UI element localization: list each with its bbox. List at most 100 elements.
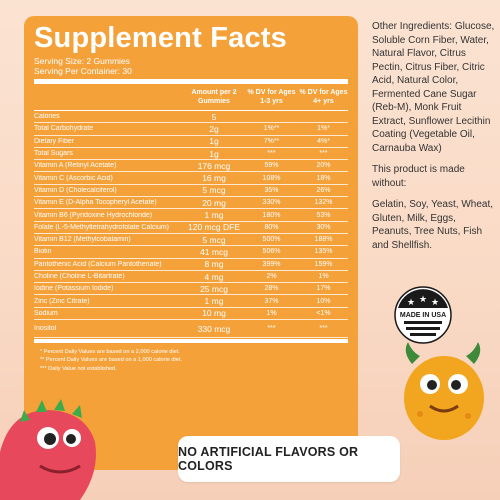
nutrient-name: Vitamin E (D-Alpha Tocopheryl Acetate) [34, 199, 157, 207]
amount-cell: 10 mg [202, 308, 226, 319]
made-in-usa-badge: ★ ★ ★ MADE IN USA [394, 286, 452, 344]
dv-4plus-cell: *** [319, 325, 328, 333]
table-row: Choline (Choline L-Bitartrate) 4 mg 2% 1% [34, 271, 348, 284]
dv-1-3-cell: 506% [262, 248, 281, 256]
dv-4plus-cell: 135% [314, 248, 333, 256]
amount-cell: 1g [209, 136, 219, 147]
table-row: Zinc (Zinc Citrate) 1 mg 37% 10% [34, 295, 348, 308]
table-row: Biotin 41 mcg 506% 135% [34, 246, 348, 259]
thick-rule [34, 79, 348, 84]
amount-cell: 5 mcg [202, 234, 226, 245]
dv-4plus-cell: 20% [316, 162, 331, 170]
table-row: Folate (L-5-Methyltetrahydrofolate Calci… [34, 222, 348, 234]
dv-1-3-cell: 7%** [263, 137, 280, 145]
dv-4plus-cell: <1% [316, 309, 331, 317]
amount-cell: 41 mcg [200, 246, 228, 257]
dv-4plus-cell: 10% [316, 297, 331, 305]
nutrient-name: Vitamin B6 (Pyridoxine Hydrochloride) [34, 211, 153, 219]
dv-1-3-cell: 35% [264, 186, 279, 194]
amount-cell: 176 mcg [197, 160, 231, 171]
facts-header-row: Amount per 2 Gummies % DV for Ages 1-3 y… [34, 86, 348, 110]
dv-1-3-cell: 37% [264, 297, 279, 305]
dv-4plus-cell: 188% [314, 236, 333, 244]
dv-1-3-cell: 28% [264, 285, 279, 293]
dv-1-3-cell: *** [267, 325, 276, 333]
amount-cell: 120 mcg DFE [188, 222, 240, 233]
dv-4plus-cell: 159% [314, 260, 333, 268]
amount-cell: 5 [211, 111, 217, 122]
header-amount: Amount per 2 Gummies [191, 89, 237, 105]
footnote: *** Daily Value not established. [40, 365, 117, 372]
table-row: Vitamin B6 (Pyridoxine Hydrochloride) 1 m… [34, 209, 348, 222]
amount-cell: 20 mg [202, 197, 226, 208]
facts-rows: Calories 5 Total Carbohydrate 2g 1%** 1%* Diet… [34, 110, 348, 339]
dv-4plus-cell: 26% [316, 186, 331, 194]
nutrient-name: Biotin [34, 248, 52, 256]
table-row: Total Sugars 1g *** *** [34, 148, 348, 161]
dv-1-3-cell: *** [267, 150, 276, 158]
nutrient-name: Dietary Fiber [34, 137, 75, 145]
ingredients-column: Other Ingredients: Glucose, Soluble Corn… [372, 20, 496, 252]
dv-4plus-cell: *** [319, 150, 328, 158]
nutrient-name: Vitamin A (Retinyl Acetate) [34, 162, 117, 170]
amount-cell: 16 mg [202, 173, 226, 184]
serving-size: Serving Size: 2 Gummies [34, 56, 130, 66]
dv-4plus-cell: 18% [316, 174, 331, 182]
bottom-rule [34, 339, 348, 344]
table-row: Vitamin C (Ascorbic Acid) 16 mg 108% 18% [34, 172, 348, 185]
table-row: Inositol 330 mcg *** *** [34, 320, 348, 339]
amount-cell: 2g [209, 123, 219, 134]
no-artificial-banner: NO ARTIFICIAL FLAVORS OR COLORS [178, 436, 400, 482]
nutrient-name: Zinc (Zinc Citrate) [34, 297, 90, 305]
red-dinosaur-mascot [0, 399, 96, 500]
amount-cell: 8 mg [204, 259, 224, 270]
nutrient-name: Sodium [34, 309, 58, 317]
amount-cell: 1 mg [204, 210, 224, 221]
table-row: Vitamin E (D-Alpha Tocopheryl Acetate) 20… [34, 197, 348, 210]
footnote: * Percent Daily Values are based on a 2,… [40, 349, 180, 356]
banner-text: NO ARTIFICIAL FLAVORS OR COLORS [178, 445, 359, 473]
header-dv-4plus: % DV for Ages 4+ yrs [299, 89, 348, 105]
supplement-facts-panel: Supplement Facts Serving Size: 2 Gummies… [24, 16, 358, 470]
table-row: Dietary Fiber 1g 7%** 4%* [34, 136, 348, 148]
svg-text:★: ★ [419, 295, 427, 305]
dv-4plus-cell: 53% [316, 211, 331, 219]
amount-cell: 25 mcg [200, 283, 228, 294]
servings-per-container: Serving Per Container: 30 [34, 66, 132, 76]
dv-1-3-cell: 2% [266, 273, 277, 280]
dv-4plus-cell: 4%* [317, 137, 330, 145]
dv-1-3-cell: 1%** [263, 125, 280, 133]
other-ingredients: Other Ingredients: Glucose, Soluble Corn… [372, 21, 495, 154]
nutrient-name: Folate (L-5-Methyltetrahydrofolate Calci… [34, 223, 169, 231]
made-without-list: Gelatin, Soy, Yeast, Wheat, Gluten, Milk… [372, 199, 493, 251]
nutrient-name: Iodine (Potassium Iodide) [34, 285, 114, 293]
header-dv-1-3: % DV for Ages 1-3 yrs [247, 89, 296, 105]
table-row: Vitamin A (Retinyl Acetate) 176 mcg 59% 20% [34, 160, 348, 173]
dv-4plus-cell: 30% [316, 223, 331, 231]
dv-4plus-cell: 132% [314, 199, 333, 207]
nutrient-name: Total Carbohydrate [34, 125, 94, 133]
nutrient-name: Choline (Choline L-Bitartrate) [34, 273, 125, 280]
footnotes: * Percent Daily Values are based on a 2,… [34, 343, 348, 373]
footnote: ** Percent Daily Values are based on a 1… [40, 357, 183, 364]
dv-4plus-cell: 1% [318, 273, 329, 280]
nutrient-name: Pantothenic Acid (Calcium Pantothenate) [34, 260, 162, 268]
nutrient-name: Total Sugars [34, 150, 73, 158]
dv-1-3-cell: 180% [262, 211, 281, 219]
amount-cell: 4 mg [204, 271, 224, 282]
table-row: Pantothenic Acid (Calcium Pantothenate) 8… [34, 259, 348, 271]
amount-cell: 5 mcg [202, 185, 226, 196]
nutrient-name: Vitamin C (Ascorbic Acid) [34, 174, 113, 182]
table-row: Vitamin B12 (Methylcobalamin) 5 mcg 500% 18… [34, 234, 348, 247]
badge-label: MADE IN USA [400, 312, 446, 319]
nutrient-name: Inositol [34, 325, 57, 333]
dv-4plus-cell: 17% [316, 285, 331, 293]
table-row: Total Carbohydrate 2g 1%** 1%* [34, 123, 348, 136]
nutrient-name: Calories [34, 113, 60, 121]
facts-title: Supplement Facts [34, 22, 287, 54]
dv-4plus-cell: 1%* [317, 125, 330, 133]
dv-1-3-cell: 500% [262, 236, 281, 244]
made-without-intro: This product is made without: [372, 164, 465, 189]
yellow-monster-mascot [404, 342, 484, 440]
table-row: Calories 5 [34, 111, 348, 124]
